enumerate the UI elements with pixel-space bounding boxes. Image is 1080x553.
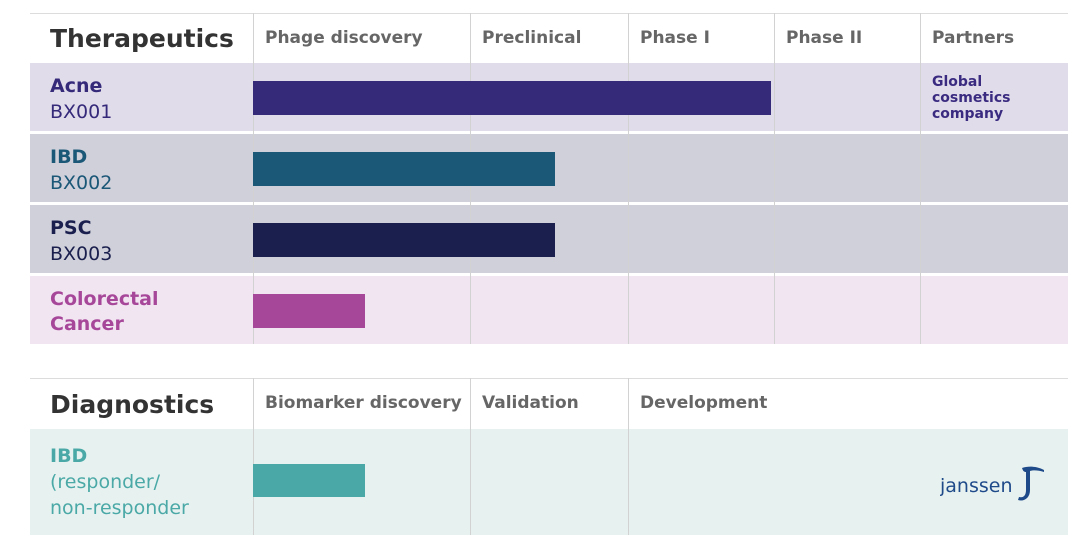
col-header-phase-1: Phase I [640,28,710,48]
row-name-ibd: IBD [50,146,88,168]
row-detail-diag-ibd: (responder/ non-responder [50,471,189,519]
partner-acne: Global cosmetics company [932,74,1011,122]
row-diag-ibd [30,429,1068,535]
progress-bar-acne [253,81,771,115]
row-name-colorectal: Colorectal Cancer [50,288,159,335]
row-code-acne: BX001 [50,101,113,123]
progress-bar-colorectal [253,294,365,328]
col-header-biomarker-discovery: Biomarker discovery [265,393,462,413]
janssen-logo-icon: janssen [939,460,1050,506]
col-divider [470,378,471,535]
diagnostics-title: Diagnostics [50,390,215,419]
col-divider [628,378,629,535]
col-header-partners: Partners [932,28,1015,48]
col-header-phage-discovery: Phage discovery [265,28,423,48]
col-divider [920,13,921,344]
col-divider [774,13,775,344]
therapeutics-title: Therapeutics [50,24,234,53]
col-divider [628,13,629,344]
col-header-phase-2: Phase II [786,28,863,48]
row-name-psc: PSC [50,217,92,239]
top-divider [30,13,1068,14]
row-colorectal [30,276,1068,344]
row-name-diag-ibd: IBD [50,445,88,467]
col-header-validation: Validation [482,393,579,413]
col-header-preclinical: Preclinical [482,28,582,48]
col-divider [253,378,254,535]
progress-bar-psc [253,223,555,257]
row-code-ibd: BX002 [50,172,113,194]
diag-top-divider [30,378,1068,379]
row-name-acne: Acne [50,75,103,97]
row-code-psc: BX003 [50,243,113,265]
progress-bar-diag-ibd [253,464,365,497]
col-header-development: Development [640,393,768,413]
progress-bar-ibd [253,152,555,186]
svg-text:janssen: janssen [940,475,1013,497]
